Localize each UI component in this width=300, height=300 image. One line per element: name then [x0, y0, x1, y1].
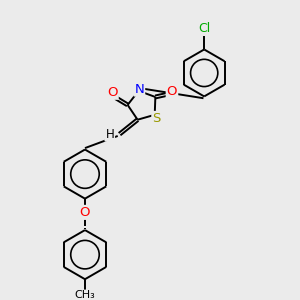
Text: CH₃: CH₃	[75, 290, 95, 300]
Text: Cl: Cl	[198, 22, 210, 35]
Text: O: O	[167, 85, 177, 98]
Text: N: N	[134, 82, 144, 96]
Text: H: H	[105, 128, 114, 141]
Text: O: O	[107, 86, 118, 99]
Text: S: S	[152, 112, 161, 125]
Text: O: O	[80, 206, 90, 219]
